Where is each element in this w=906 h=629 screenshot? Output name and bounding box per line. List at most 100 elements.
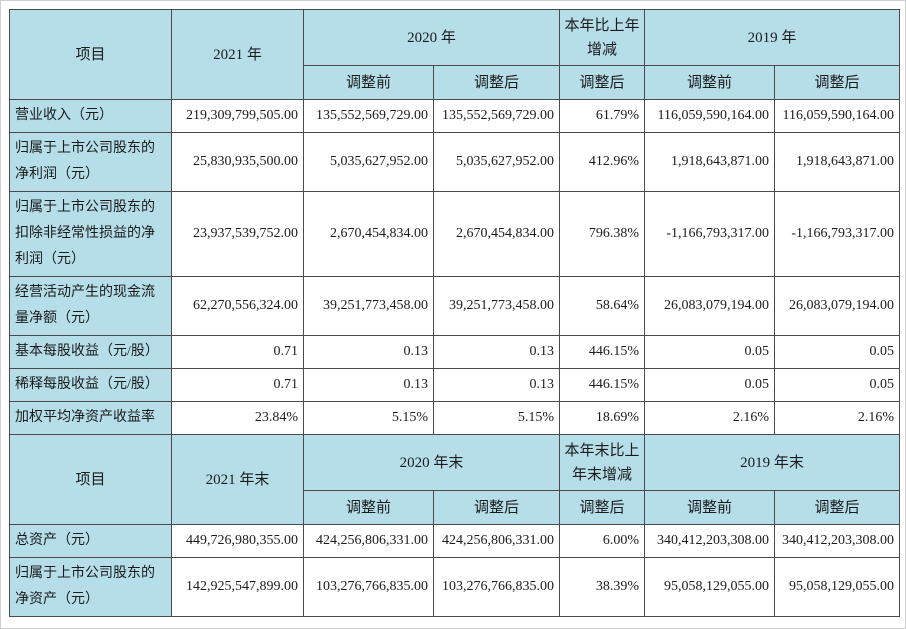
- value-cell: 5.15%: [303, 401, 434, 435]
- table-row: 加权平均净资产收益率 23.84% 5.15% 5.15% 18.69% 2.16% 2.1…: [9, 401, 901, 435]
- value-cell: 142,925,547,899.00: [171, 557, 304, 617]
- value-cell: 0.05: [644, 335, 776, 369]
- row-label: 经营活动产生的现金流量净额（元）: [9, 276, 172, 336]
- table-row: 总资产（元） 449,726,980,355.00 424,256,806,331.…: [9, 524, 901, 558]
- row-label: 归属于上市公司股东的扣除非经常性损益的净利润（元）: [9, 191, 172, 277]
- value-cell: 2.16%: [774, 401, 901, 435]
- value-cell: 0.05: [774, 368, 901, 402]
- table-row: 稀释每股收益（元/股） 0.71 0.13 0.13 446.15% 0.05 0.05: [9, 368, 901, 402]
- column-header-2021-end: 2021 年末: [171, 434, 304, 525]
- subheader-2020-adjusted-before: 调整前: [303, 65, 434, 100]
- subheader-change-adjusted-after: 调整后: [559, 65, 646, 100]
- value-cell: 39,251,773,458.00: [432, 276, 561, 336]
- column-header-2020-end: 2020 年末: [302, 434, 561, 491]
- row-label: 基本每股收益（元/股）: [9, 335, 172, 369]
- row-label: 总资产（元）: [9, 524, 172, 558]
- section-operating-results: 项目 2021 年 2020 年 本年比上年增减 2019 年 调整前 调整后 …: [9, 9, 901, 435]
- value-cell: 2.16%: [644, 401, 776, 435]
- value-cell: 62,270,556,324.00: [171, 276, 304, 336]
- value-cell: -1,166,793,317.00: [774, 191, 901, 277]
- value-cell: 5,035,627,952.00: [432, 132, 561, 192]
- value-cell: 446.15%: [559, 335, 646, 369]
- header-row-adjustments: 调整前 调整后 调整后 调整前 调整后: [10, 65, 901, 100]
- subheader-2019end-adjusted-after: 调整后: [774, 490, 901, 525]
- value-cell: 25,830,935,500.00: [171, 132, 304, 192]
- value-cell: 0.71: [171, 368, 304, 402]
- value-cell: 135,552,569,729.00: [303, 99, 434, 133]
- value-cell: 38.39%: [559, 557, 646, 617]
- column-header-2020: 2020 年: [302, 9, 561, 66]
- value-cell: 58.64%: [559, 276, 646, 336]
- subheader-2020end-adjusted-after: 调整后: [432, 490, 561, 525]
- value-cell: 103,276,766,835.00: [432, 557, 561, 617]
- subheader-yearend-change-adjusted-after: 调整后: [559, 490, 646, 525]
- subheader-2019-adjusted-before: 调整前: [644, 65, 776, 100]
- column-header-2021: 2021 年: [171, 9, 304, 100]
- column-header-2019-end: 2019 年末: [644, 434, 901, 491]
- value-cell: 0.05: [644, 368, 776, 402]
- value-cell: 0.13: [432, 335, 561, 369]
- value-cell: 449,726,980,355.00: [171, 524, 304, 558]
- value-cell: 340,412,203,308.00: [644, 524, 776, 558]
- table-row: 基本每股收益（元/股） 0.71 0.13 0.13 446.15% 0.05 0.05: [9, 335, 901, 369]
- table-row: 归属于上市公司股东的净资产（元） 142,925,547,899.00 103,27…: [9, 557, 901, 617]
- value-cell: 95,058,129,055.00: [644, 557, 776, 617]
- value-cell: 116,059,590,164.00: [774, 99, 901, 133]
- row-label: 归属于上市公司股东的净资产（元）: [9, 557, 172, 617]
- subheader-2020end-adjusted-before: 调整前: [303, 490, 434, 525]
- value-cell: 219,309,799,505.00: [171, 99, 304, 133]
- value-cell: 424,256,806,331.00: [432, 524, 561, 558]
- value-cell: 2,670,454,834.00: [432, 191, 561, 277]
- header-row-years: 项目 2021 年末 2020 年末 本年末比上年末增减 2019 年末: [9, 434, 901, 525]
- value-cell: 340,412,203,308.00: [774, 524, 901, 558]
- value-cell: 0.13: [303, 335, 434, 369]
- value-cell: 0.05: [774, 335, 901, 369]
- column-header-2019: 2019 年: [644, 9, 901, 66]
- subheader-2020-adjusted-after: 调整后: [432, 65, 561, 100]
- value-cell: 95,058,129,055.00: [774, 557, 901, 617]
- section-balance-sheet: 项目 2021 年末 2020 年末 本年末比上年末增减 2019 年末 调整前…: [9, 434, 901, 617]
- value-cell: 26,083,079,194.00: [644, 276, 776, 336]
- value-cell: 2,670,454,834.00: [303, 191, 434, 277]
- row-label: 加权平均净资产收益率: [9, 401, 172, 435]
- value-cell: 135,552,569,729.00: [432, 99, 561, 133]
- column-header-change: 本年比上年增减: [559, 9, 646, 66]
- value-cell: 5.15%: [432, 401, 561, 435]
- table-row: 归属于上市公司股东的净利润（元） 25,830,935,500.00 5,035,6…: [9, 132, 901, 192]
- subheader-2019-adjusted-after: 调整后: [774, 65, 901, 100]
- column-header-yearend-change: 本年末比上年末增减: [559, 434, 646, 491]
- value-cell: 116,059,590,164.00: [644, 99, 776, 133]
- column-header-item: 项目: [9, 9, 172, 100]
- table-row: 归属于上市公司股东的扣除非经常性损益的净利润（元） 23,937,539,752.…: [9, 191, 901, 277]
- row-label: 稀释每股收益（元/股）: [9, 368, 172, 402]
- header-row-years: 项目 2021 年 2020 年 本年比上年增减 2019 年: [9, 9, 901, 100]
- row-label: 归属于上市公司股东的净利润（元）: [9, 132, 172, 192]
- value-cell: 103,276,766,835.00: [303, 557, 434, 617]
- value-cell: 446.15%: [559, 368, 646, 402]
- value-cell: 39,251,773,458.00: [303, 276, 434, 336]
- value-cell: 18.69%: [559, 401, 646, 435]
- value-cell: 6.00%: [559, 524, 646, 558]
- value-cell: 0.13: [432, 368, 561, 402]
- value-cell: -1,166,793,317.00: [644, 191, 776, 277]
- value-cell: 1,918,643,871.00: [644, 132, 776, 192]
- value-cell: 23,937,539,752.00: [171, 191, 304, 277]
- value-cell: 1,918,643,871.00: [774, 132, 901, 192]
- value-cell: 796.38%: [559, 191, 646, 277]
- row-label: 营业收入（元）: [9, 99, 172, 133]
- value-cell: 0.71: [171, 335, 304, 369]
- subheader-2019end-adjusted-before: 调整前: [644, 490, 776, 525]
- value-cell: 5,035,627,952.00: [303, 132, 434, 192]
- table-row: 经营活动产生的现金流量净额（元） 62,270,556,324.00 39,251,…: [9, 276, 901, 336]
- column-header-item: 项目: [9, 434, 172, 525]
- value-cell: 424,256,806,331.00: [303, 524, 434, 558]
- value-cell: 0.13: [303, 368, 434, 402]
- value-cell: 61.79%: [559, 99, 646, 133]
- header-row-adjustments: 调整前 调整后 调整后 调整前 调整后: [10, 490, 901, 525]
- table-row: 营业收入（元） 219,309,799,505.00 135,552,569,729…: [9, 99, 901, 133]
- value-cell: 412.96%: [559, 132, 646, 192]
- value-cell: 26,083,079,194.00: [774, 276, 901, 336]
- financial-summary-table: 项目 2021 年 2020 年 本年比上年增减 2019 年 调整前 调整后 …: [9, 9, 901, 617]
- value-cell: 23.84%: [171, 401, 304, 435]
